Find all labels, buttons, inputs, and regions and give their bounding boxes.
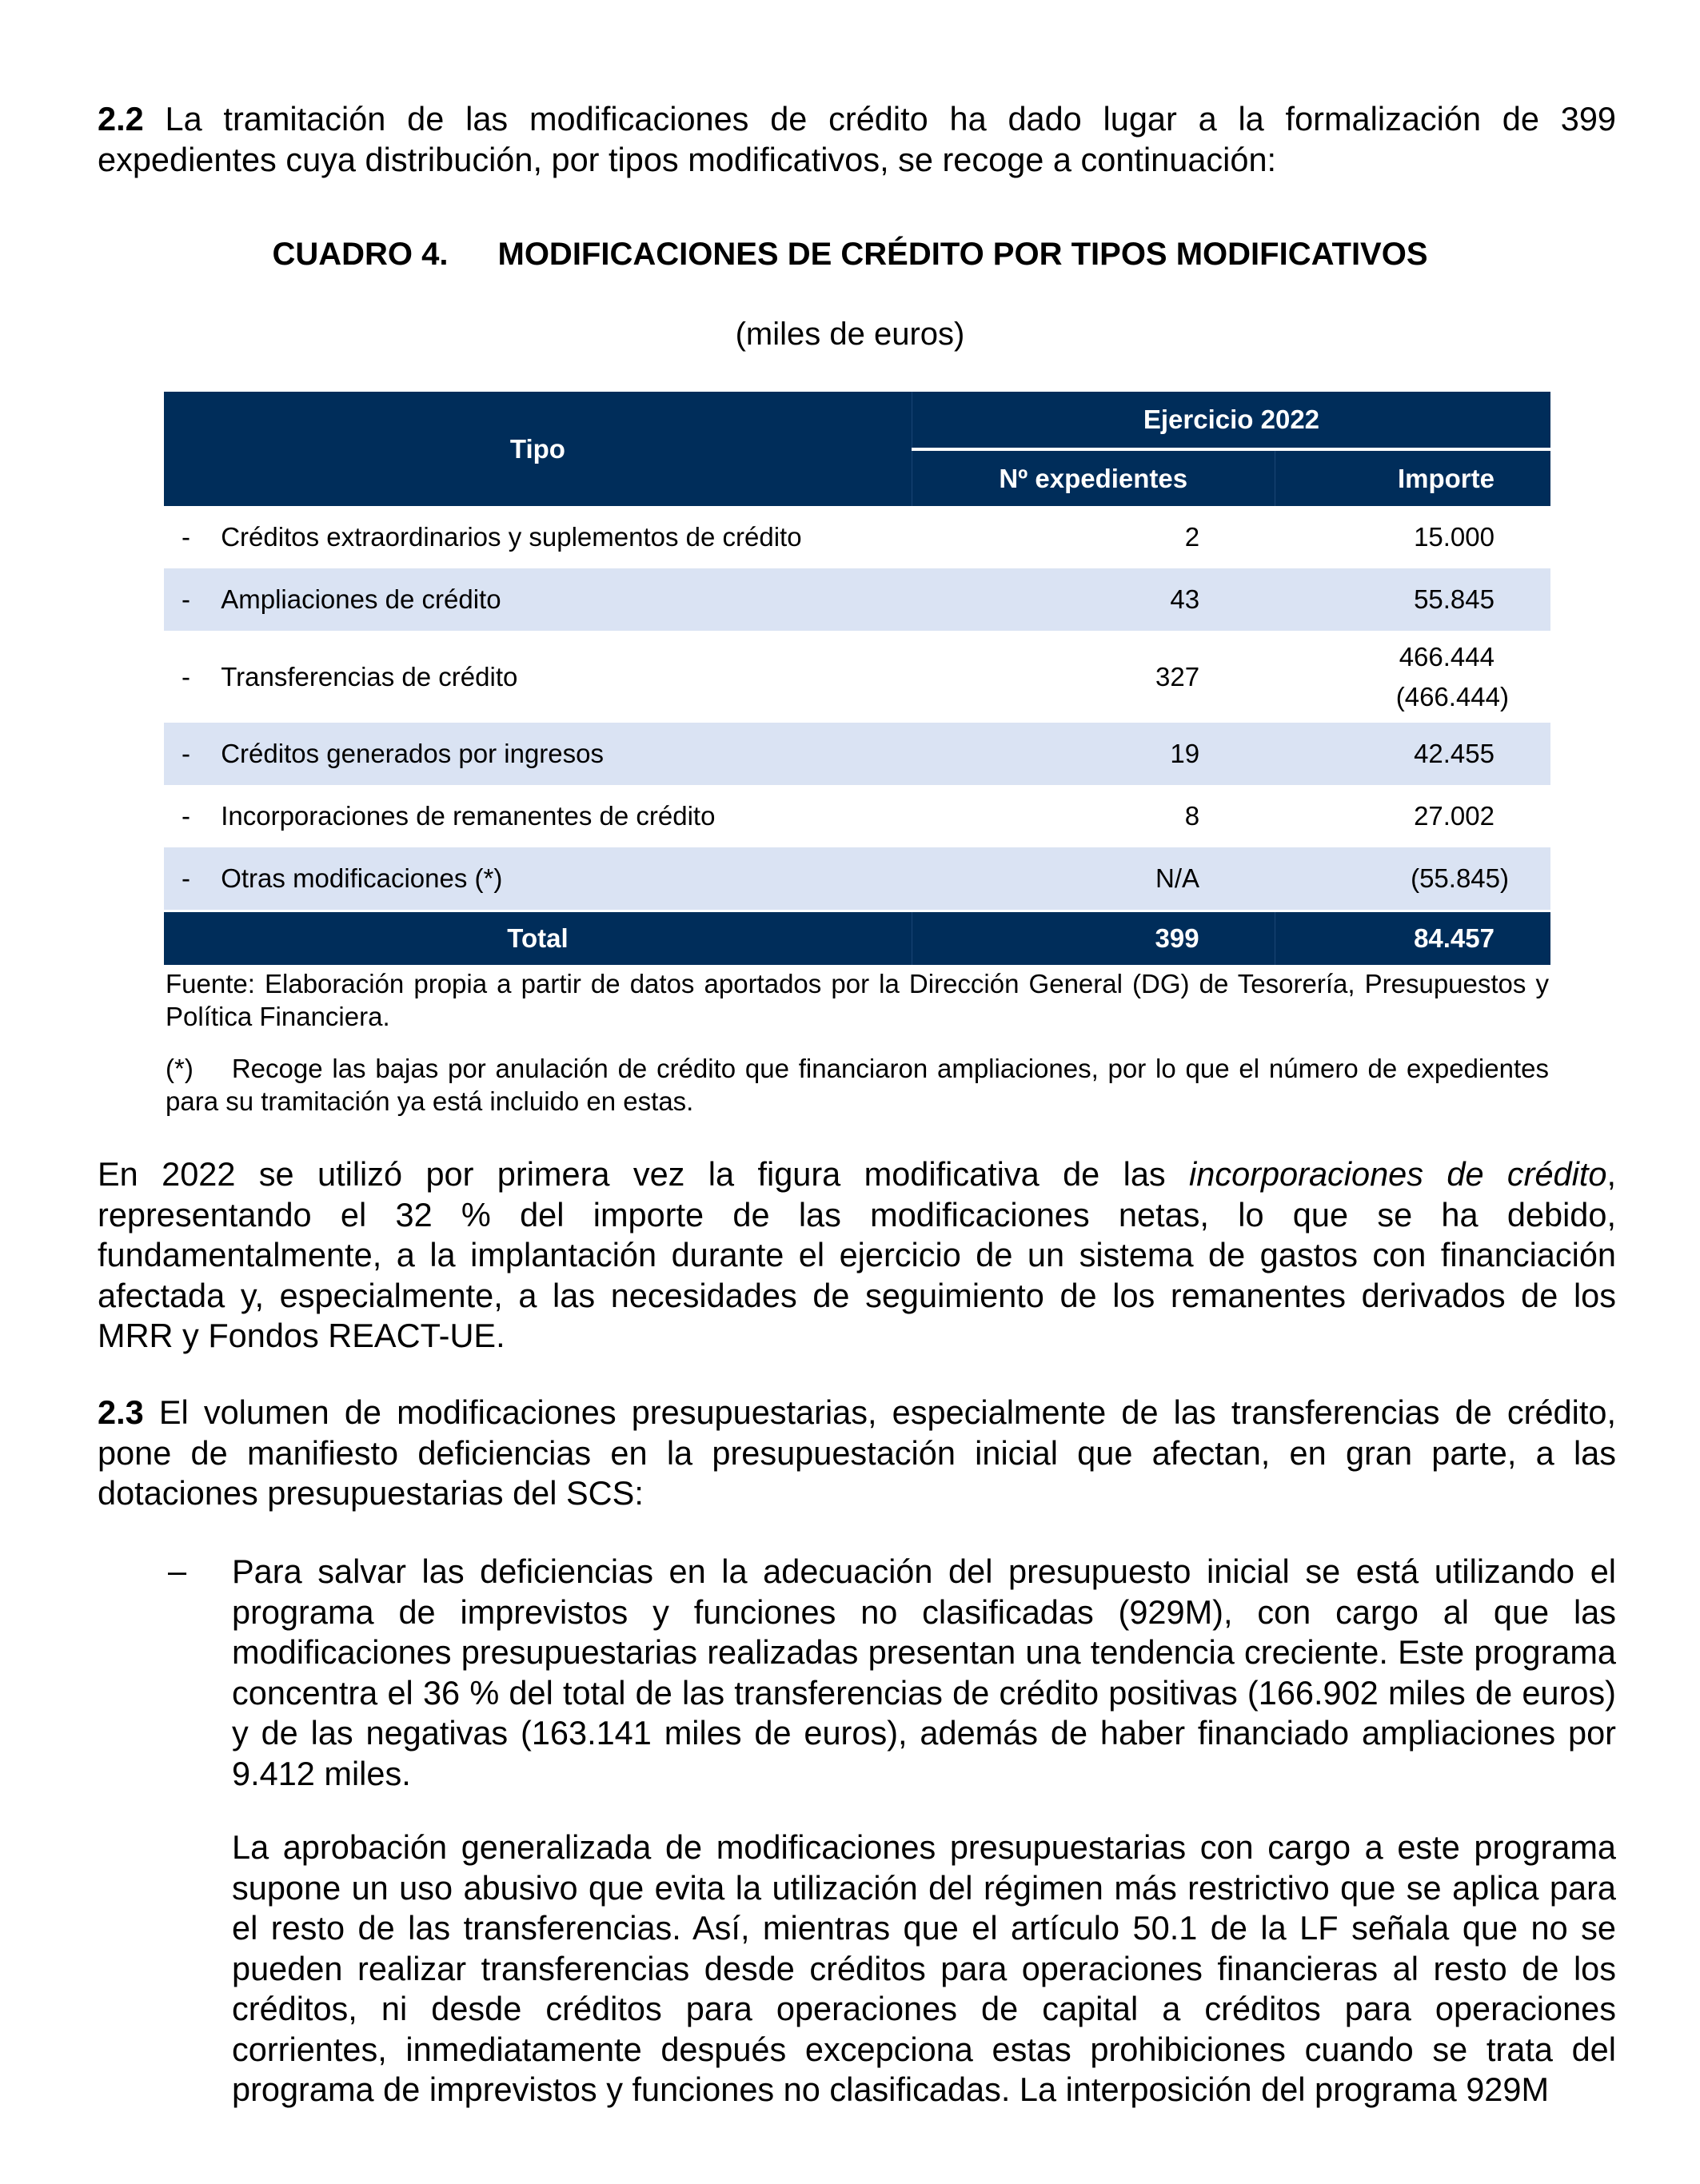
table-row: - Transferencias de crédito 327 466.444 (… (164, 631, 1550, 723)
paragraph-2-2: 2.2 La tramitación de las modificaciones… (98, 99, 1616, 180)
total-row: Total 399 84.457 (164, 910, 1550, 965)
row-expedientes: 8 (1184, 801, 1200, 831)
total-label: Total (164, 910, 912, 965)
bullet-dash: – (168, 1552, 187, 1589)
row-expedientes: 43 (912, 568, 1275, 631)
table-units: (miles de euros) (735, 317, 965, 352)
table-row: - Créditos generados por ingresos 19 42.… (164, 723, 1550, 785)
row-dash: - (182, 661, 190, 691)
row-tipo: Incorporaciones de remanentes de crédito (221, 801, 716, 831)
row-dash: - (182, 522, 190, 552)
importe-positive: 466.444 (1399, 641, 1494, 672)
row-importe: 15.000 (1414, 522, 1494, 552)
table-number: CUADRO 4. (272, 237, 449, 272)
footnote-mark: (*) (166, 1054, 194, 1083)
table-row: - Ampliaciones de crédito 43 55.845 (164, 568, 1550, 631)
total-expedientes: 399 (912, 910, 1275, 965)
row-tipo: Otras modificaciones (*) (221, 847, 912, 911)
row-dash: - (164, 568, 221, 631)
bullet-paragraph-continued: La aprobación generalizada de modificaci… (232, 1828, 1616, 2108)
paragraph-text: , representando el 32 % del importe de l… (98, 1155, 1616, 1354)
row-tipo: Ampliaciones de crédito (221, 568, 912, 631)
row-importe: 55.845 (1275, 568, 1550, 631)
row-importe: 466.444 (466.444) (1275, 631, 1550, 723)
credit-modifications-table: Tipo Ejercicio 2022 Nº expedientes Impor… (164, 392, 1550, 965)
header-ejercicio: Ejercicio 2022 (912, 392, 1550, 451)
row-expedientes: 2 (1184, 522, 1200, 552)
paragraph-text: El volumen de modificaciones presupuesta… (98, 1393, 1616, 1512)
table-footnote: (*) Recoge las bajas por anulación de cré… (166, 1052, 1549, 1118)
row-dash: - (164, 847, 221, 911)
row-expedientes: N/A (912, 847, 1275, 911)
paragraph-text: La tramitación de las modificaciones de … (98, 100, 1616, 178)
paragraph-text: En 2022 se utilizó por primera vez la fi… (98, 1155, 1190, 1193)
row-expedientes: 327 (1155, 661, 1200, 691)
bullet-paragraph: Para salvar las deficiencias en la adecu… (232, 1552, 1616, 1792)
table-row: - Créditos extraordinarios y suplementos… (164, 506, 1550, 568)
header-tipo: Tipo (164, 392, 912, 506)
emphasis: incorporaciones de crédito (1189, 1155, 1607, 1193)
row-importe: 27.002 (1414, 801, 1494, 831)
table-title: CUADRO 4. MODIFICACIONES DE CRÉDITO POR T… (0, 237, 1700, 273)
row-dash: - (182, 801, 190, 831)
row-tipo: Créditos extraordinarios y suplementos d… (221, 522, 802, 552)
row-tipo: Transferencias de crédito (221, 661, 518, 691)
table-row: - Incorporaciones de remanentes de crédi… (164, 785, 1550, 847)
paragraph-2-3: 2.3 El volumen de modificaciones presupu… (98, 1393, 1616, 1514)
section-number: 2.3 (98, 1393, 144, 1431)
header-importe: Importe (1275, 449, 1550, 506)
section-number: 2.2 (98, 100, 144, 137)
table-title-text: MODIFICACIONES DE CRÉDITO POR TIPOS MODI… (497, 237, 1428, 272)
row-importe: (55.845) (1275, 847, 1550, 911)
row-dash: - (164, 723, 221, 785)
table-row: - Otras modificaciones (*) N/A (55.845) (164, 847, 1550, 911)
table-source: Fuente: Elaboración propia a partir de d… (166, 969, 1549, 1031)
row-expedientes: 19 (912, 723, 1275, 785)
total-importe: 84.457 (1275, 910, 1550, 965)
row-importe: 42.455 (1275, 723, 1550, 785)
paragraph-2022: En 2022 se utilizó por primera vez la fi… (98, 1154, 1616, 1357)
row-tipo: Créditos generados por ingresos (221, 723, 912, 785)
importe-negative: (466.444) (1395, 681, 1509, 711)
footnote-text: Recoge las bajas por anulación de crédit… (166, 1054, 1549, 1116)
header-expedientes: Nº expedientes (912, 449, 1275, 506)
